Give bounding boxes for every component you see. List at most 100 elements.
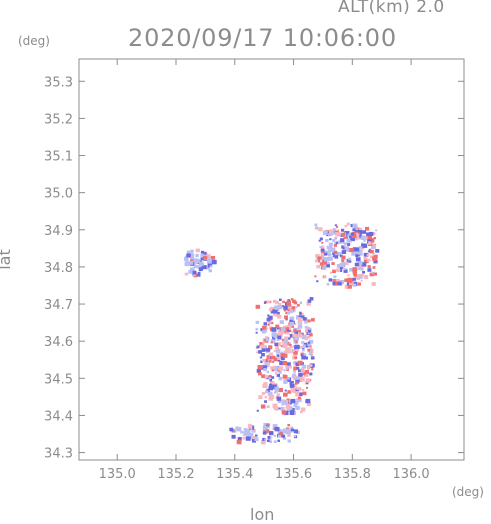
echo-cell-central-band (283, 392, 288, 397)
echo-cell-central-band (304, 320, 308, 324)
echo-cell-central-band (290, 387, 296, 393)
x-tick-label-4: 135.8 (334, 467, 371, 482)
echo-cell-north-cluster (318, 239, 321, 242)
echo-cell-central-band (266, 355, 270, 358)
echo-cell-southern-strip (264, 429, 269, 434)
echo-cell-central-band (285, 405, 291, 410)
echo-cell-western-cluster (203, 255, 208, 260)
echo-cell-north-cluster (355, 250, 361, 255)
echo-cell-central-band (295, 388, 299, 392)
echo-cell-central-band (269, 394, 275, 399)
echo-cell-central-band (295, 362, 300, 367)
echo-cell-central-band (307, 327, 312, 332)
echo-cell-central-band (302, 347, 305, 350)
echo-cell-north-cluster (328, 242, 333, 247)
echo-cell-central-band (288, 337, 291, 340)
echo-cell-central-band (279, 298, 282, 301)
echo-cell-north-cluster (332, 239, 336, 242)
echo-cell-north-cluster (347, 233, 352, 237)
echo-cell-central-band (270, 366, 274, 370)
echo-cell-central-band (275, 372, 278, 375)
echo-cell-north-cluster (349, 248, 354, 253)
y-tick-label-9: 35.2 (44, 112, 73, 127)
echo-cell-central-band (274, 342, 279, 347)
echo-cell-southern-strip (269, 431, 274, 436)
echo-cell-central-band (292, 350, 295, 352)
echo-cell-central-band (276, 309, 280, 312)
echo-cell-north-cluster (319, 262, 324, 266)
echo-cell-central-band (281, 341, 285, 344)
echo-cell-central-band (285, 365, 288, 368)
echo-cell-central-band (262, 330, 266, 334)
echo-cell-central-band (309, 345, 312, 348)
y-tick-label-0: 34.3 (44, 447, 73, 462)
echo-cell-north-cluster (352, 270, 357, 275)
echo-cell-north-cluster (346, 259, 351, 263)
echo-cell-north-cluster (346, 246, 350, 249)
echo-cell-central-band (300, 407, 306, 412)
echo-cell-western-cluster (184, 272, 189, 276)
echo-cell-central-band (295, 405, 300, 410)
echo-cell-north-cluster (357, 267, 361, 271)
echo-cell-central-band (260, 404, 266, 409)
echo-cell-southern-strip (231, 429, 235, 433)
echo-cell-central-band (302, 349, 305, 352)
echo-cell-central-band (281, 305, 285, 308)
echo-cell-central-band (300, 354, 303, 357)
echo-cell-central-band (295, 381, 299, 385)
echo-cell-southern-strip (248, 424, 253, 429)
echo-cell-north-cluster (359, 252, 363, 256)
echo-cell-north-cluster (358, 263, 364, 269)
echo-cell-central-band (263, 382, 268, 386)
echo-cell-north-cluster (372, 232, 376, 236)
echo-cell-central-band (260, 360, 263, 363)
echo-cell-north-cluster (341, 259, 345, 263)
echo-cell-central-band (275, 300, 279, 305)
echo-cell-central-band (285, 347, 290, 352)
echo-cell-central-band (269, 381, 275, 386)
echo-cell-central-band (275, 324, 280, 329)
echo-cell-central-band (298, 372, 303, 377)
echo-cell-north-cluster (372, 244, 376, 247)
y-tick-label-1: 34.4 (44, 409, 73, 424)
echo-cell-north-cluster (342, 246, 347, 250)
echo-cell-north-cluster (354, 262, 359, 267)
echo-cell-north-cluster (320, 248, 325, 253)
echo-cell-central-band (264, 400, 267, 403)
echo-cell-central-band (300, 410, 303, 414)
echo-cell-central-band (264, 396, 268, 399)
echo-cell-western-cluster (208, 269, 212, 273)
echo-cell-southern-strip (287, 428, 292, 433)
echo-cell-central-band (277, 304, 283, 310)
echo-cell-north-cluster (329, 238, 332, 241)
y-tick-label-8: 35.1 (44, 150, 73, 165)
echo-cell-southern-strip (240, 430, 244, 434)
echo-cell-north-cluster (344, 242, 347, 245)
echo-cell-central-band (268, 377, 271, 380)
echo-cell-western-cluster (190, 267, 195, 272)
echo-cell-central-band (279, 360, 285, 366)
echo-cell-central-band (261, 392, 265, 395)
echo-cell-north-cluster (321, 251, 324, 254)
echo-cell-central-band (282, 361, 288, 366)
echo-cell-central-band (309, 364, 313, 367)
echo-cell-central-band (280, 406, 285, 411)
echo-cell-southern-strip (230, 429, 233, 432)
echo-cell-central-band (286, 349, 292, 354)
echo-cell-central-band (305, 398, 311, 404)
echo-cell-north-cluster (334, 241, 337, 244)
echo-cell-southern-strip (266, 429, 269, 432)
echo-cell-central-band (267, 391, 273, 396)
echo-cell-central-band (278, 366, 284, 371)
echo-cell-central-band (293, 366, 298, 371)
echo-cell-central-band (283, 379, 288, 383)
echo-cell-western-cluster (197, 265, 202, 269)
echo-cell-central-band (259, 356, 263, 359)
echo-cell-central-band (265, 390, 269, 394)
echo-cell-central-band (275, 347, 279, 351)
echo-cell-southern-strip (245, 436, 251, 441)
echo-cell-southern-strip (255, 434, 258, 437)
echo-cell-central-band (277, 357, 281, 360)
echo-cell-north-cluster (348, 257, 352, 261)
echo-cell-central-band (301, 315, 305, 318)
